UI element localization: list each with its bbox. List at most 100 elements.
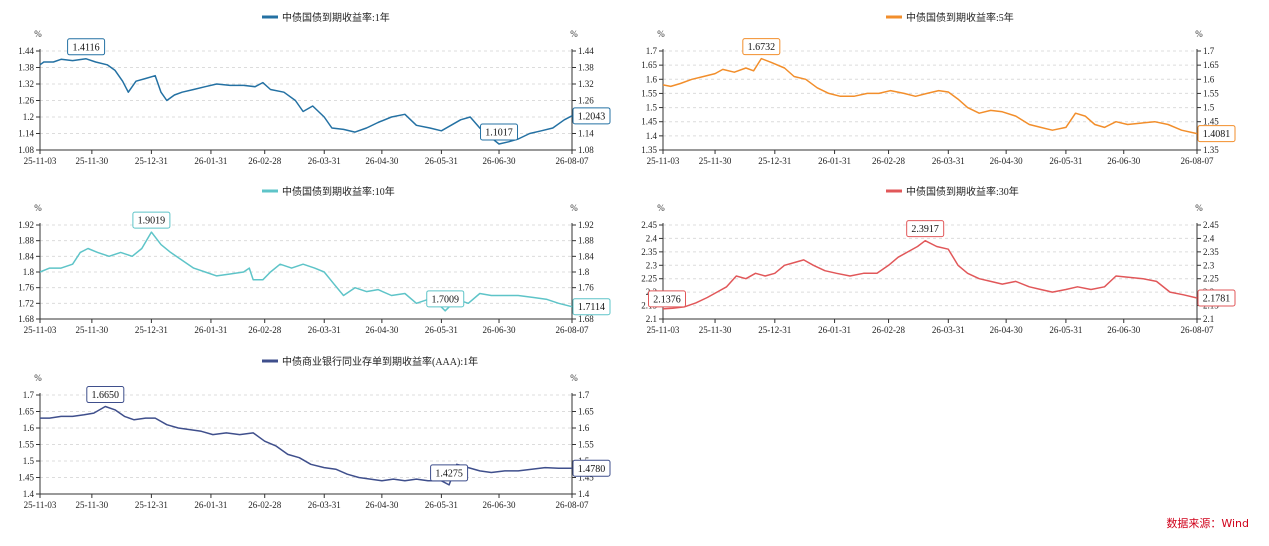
chart-panel-1: 中债国债到期收益率:1年%%1.081.081.141.141.21.21.26… xyxy=(18,11,611,166)
y-tick-label-right: 1.45 xyxy=(578,473,594,483)
y-tick-label-right: 1.7 xyxy=(578,390,590,400)
callout-label: 1.7114 xyxy=(578,302,605,313)
x-tick-label: 26-05-31 xyxy=(425,156,458,166)
x-tick-label: 26-03-31 xyxy=(932,325,965,335)
series-line xyxy=(39,231,573,312)
callout-label: 1.7009 xyxy=(431,294,459,305)
series-line xyxy=(40,405,572,486)
x-tick-label: 26-05-31 xyxy=(1049,156,1082,166)
callout-box xyxy=(1197,125,1236,143)
y-tick-label-left: 2.1 xyxy=(646,314,657,324)
x-tick-label: 25-12-31 xyxy=(758,156,791,166)
x-tick-label: 26-02-28 xyxy=(248,500,281,510)
y-tick-label-left: 1.6 xyxy=(23,423,35,433)
y-tick-label-left: 1.2 xyxy=(23,112,34,122)
y-tick-label-right: 1.32 xyxy=(578,79,594,89)
callout-label: 1.9019 xyxy=(138,216,166,227)
callout-box xyxy=(67,38,106,56)
chart-panel-2: 中债国债到期收益率:5年%%1.351.351.41.41.451.451.51… xyxy=(641,11,1236,166)
y-unit-left: % xyxy=(657,203,665,213)
y-tick-label-left: 1.32 xyxy=(18,79,34,89)
callout-label: 1.4116 xyxy=(73,42,100,53)
y-tick-label-right: 1.55 xyxy=(1203,88,1219,98)
x-tick-label: 26-04-30 xyxy=(990,156,1023,166)
y-tick-label-right: 1.6 xyxy=(578,423,590,433)
value-callout: 2.1781 xyxy=(1197,289,1236,307)
y-tick-label-left: 2.3 xyxy=(646,260,658,270)
callout-label: 1.1017 xyxy=(485,128,513,139)
callout-box xyxy=(572,107,611,125)
y-unit-left: % xyxy=(34,203,42,213)
y-unit-right: % xyxy=(570,29,578,39)
callout-box xyxy=(1197,289,1236,307)
y-tick-label-right: 1.6 xyxy=(1203,74,1215,84)
y-tick-label-left: 1.68 xyxy=(18,314,34,324)
y-tick-label-right: 1.26 xyxy=(578,96,594,106)
callout-box xyxy=(572,298,611,316)
x-tick-label: 26-02-28 xyxy=(248,156,281,166)
y-tick-label-left: 1.55 xyxy=(641,88,657,98)
y-tick-label-left: 1.44 xyxy=(18,46,34,56)
legend-label: 中债国债到期收益率:10年 xyxy=(282,185,395,198)
callout-label: 1.6650 xyxy=(92,390,120,401)
x-tick-label: 25-11-03 xyxy=(24,156,57,166)
x-tick-label: 26-01-31 xyxy=(194,500,227,510)
y-tick-label-left: 1.5 xyxy=(23,456,35,466)
value-callout: 1.7114 xyxy=(572,298,611,316)
x-tick-label: 26-01-31 xyxy=(818,325,851,335)
y-tick-label-left: 1.4 xyxy=(646,131,658,141)
callout-label: 2.1781 xyxy=(1203,294,1231,305)
x-tick-label: 25-11-30 xyxy=(699,156,732,166)
legend: 中债国债到期收益率:1年 xyxy=(262,11,390,24)
y-tick-label-right: 2.1 xyxy=(1203,314,1214,324)
y-tick-label-right: 1.5 xyxy=(1203,103,1215,113)
y-unit-right: % xyxy=(570,203,578,213)
y-tick-label-right: 1.65 xyxy=(578,407,594,417)
legend: 中债国债到期收益率:10年 xyxy=(262,185,395,198)
y-tick-label-right: 1.4 xyxy=(578,489,590,499)
x-tick-label: 26-06-30 xyxy=(1107,156,1140,166)
chart-panel-5: 中债商业银行同业存单到期收益率(AAA):1年% %1.4 1.41.45 1.451… xyxy=(18,355,611,510)
x-tick-label: 26-02-28 xyxy=(248,325,281,335)
x-tick-label: 26-03-31 xyxy=(308,500,341,510)
y-tick-label-left: 2.4 xyxy=(646,233,658,243)
x-tick-label: 25-12-31 xyxy=(758,325,791,335)
callout-label: 1.6732 xyxy=(748,42,776,53)
value-callout: 2.3917 xyxy=(906,220,945,238)
y-tick-label-left: 1.8 xyxy=(23,267,35,277)
x-tick-label: 26-05-31 xyxy=(425,325,458,335)
data-source-label: 数据来源：Wind xyxy=(1166,517,1249,530)
y-tick-label-left: 2.25 xyxy=(641,274,657,284)
legend: 中债国债到期收益率:30年 xyxy=(886,185,1019,198)
x-tick-label: 26-03-31 xyxy=(932,156,965,166)
y-tick-label-right: 1.45 xyxy=(1203,117,1219,127)
x-tick-label: 26-03-31 xyxy=(308,156,341,166)
y-tick-label-left: 1.7 xyxy=(23,390,35,400)
x-tick-label: 26-08-07 xyxy=(1181,325,1214,335)
legend-label: 中债国债到期收益率:1年 xyxy=(282,11,390,24)
y-unit-right: % xyxy=(1195,29,1203,39)
y-tick-label-left: 1.6 xyxy=(646,74,658,84)
y-tick-label-left: 1.14 xyxy=(18,129,34,139)
x-tick-label: 25-11-03 xyxy=(24,325,57,335)
y-tick-label-left: 1.88 xyxy=(18,236,34,246)
callout-box xyxy=(86,386,125,404)
legend-label: 中债国债到期收益率:30年 xyxy=(906,185,1019,198)
callout-box xyxy=(572,459,611,477)
value-callout: 1.4081 xyxy=(1197,125,1236,143)
x-tick-label: 26-02-28 xyxy=(872,325,905,335)
y-tick-label-right: 1.08 xyxy=(578,145,594,155)
y-unit-left: % xyxy=(34,29,42,39)
value-callout: 2.1376 xyxy=(648,290,686,308)
value-callout: 1.7009 xyxy=(426,290,465,308)
x-tick-label: 26-04-30 xyxy=(365,156,398,166)
value-callout: 1.4275 xyxy=(430,464,469,482)
callout-box xyxy=(426,290,465,308)
value-callout: 1.2043 xyxy=(572,107,611,125)
y-unit-right: % xyxy=(1195,203,1203,213)
y-tick-label-left: 1.72 xyxy=(18,298,34,308)
callout-box xyxy=(132,211,171,229)
callout-label: 1.4780 xyxy=(578,464,606,475)
y-tick-label-right: 1.84 xyxy=(578,251,594,261)
